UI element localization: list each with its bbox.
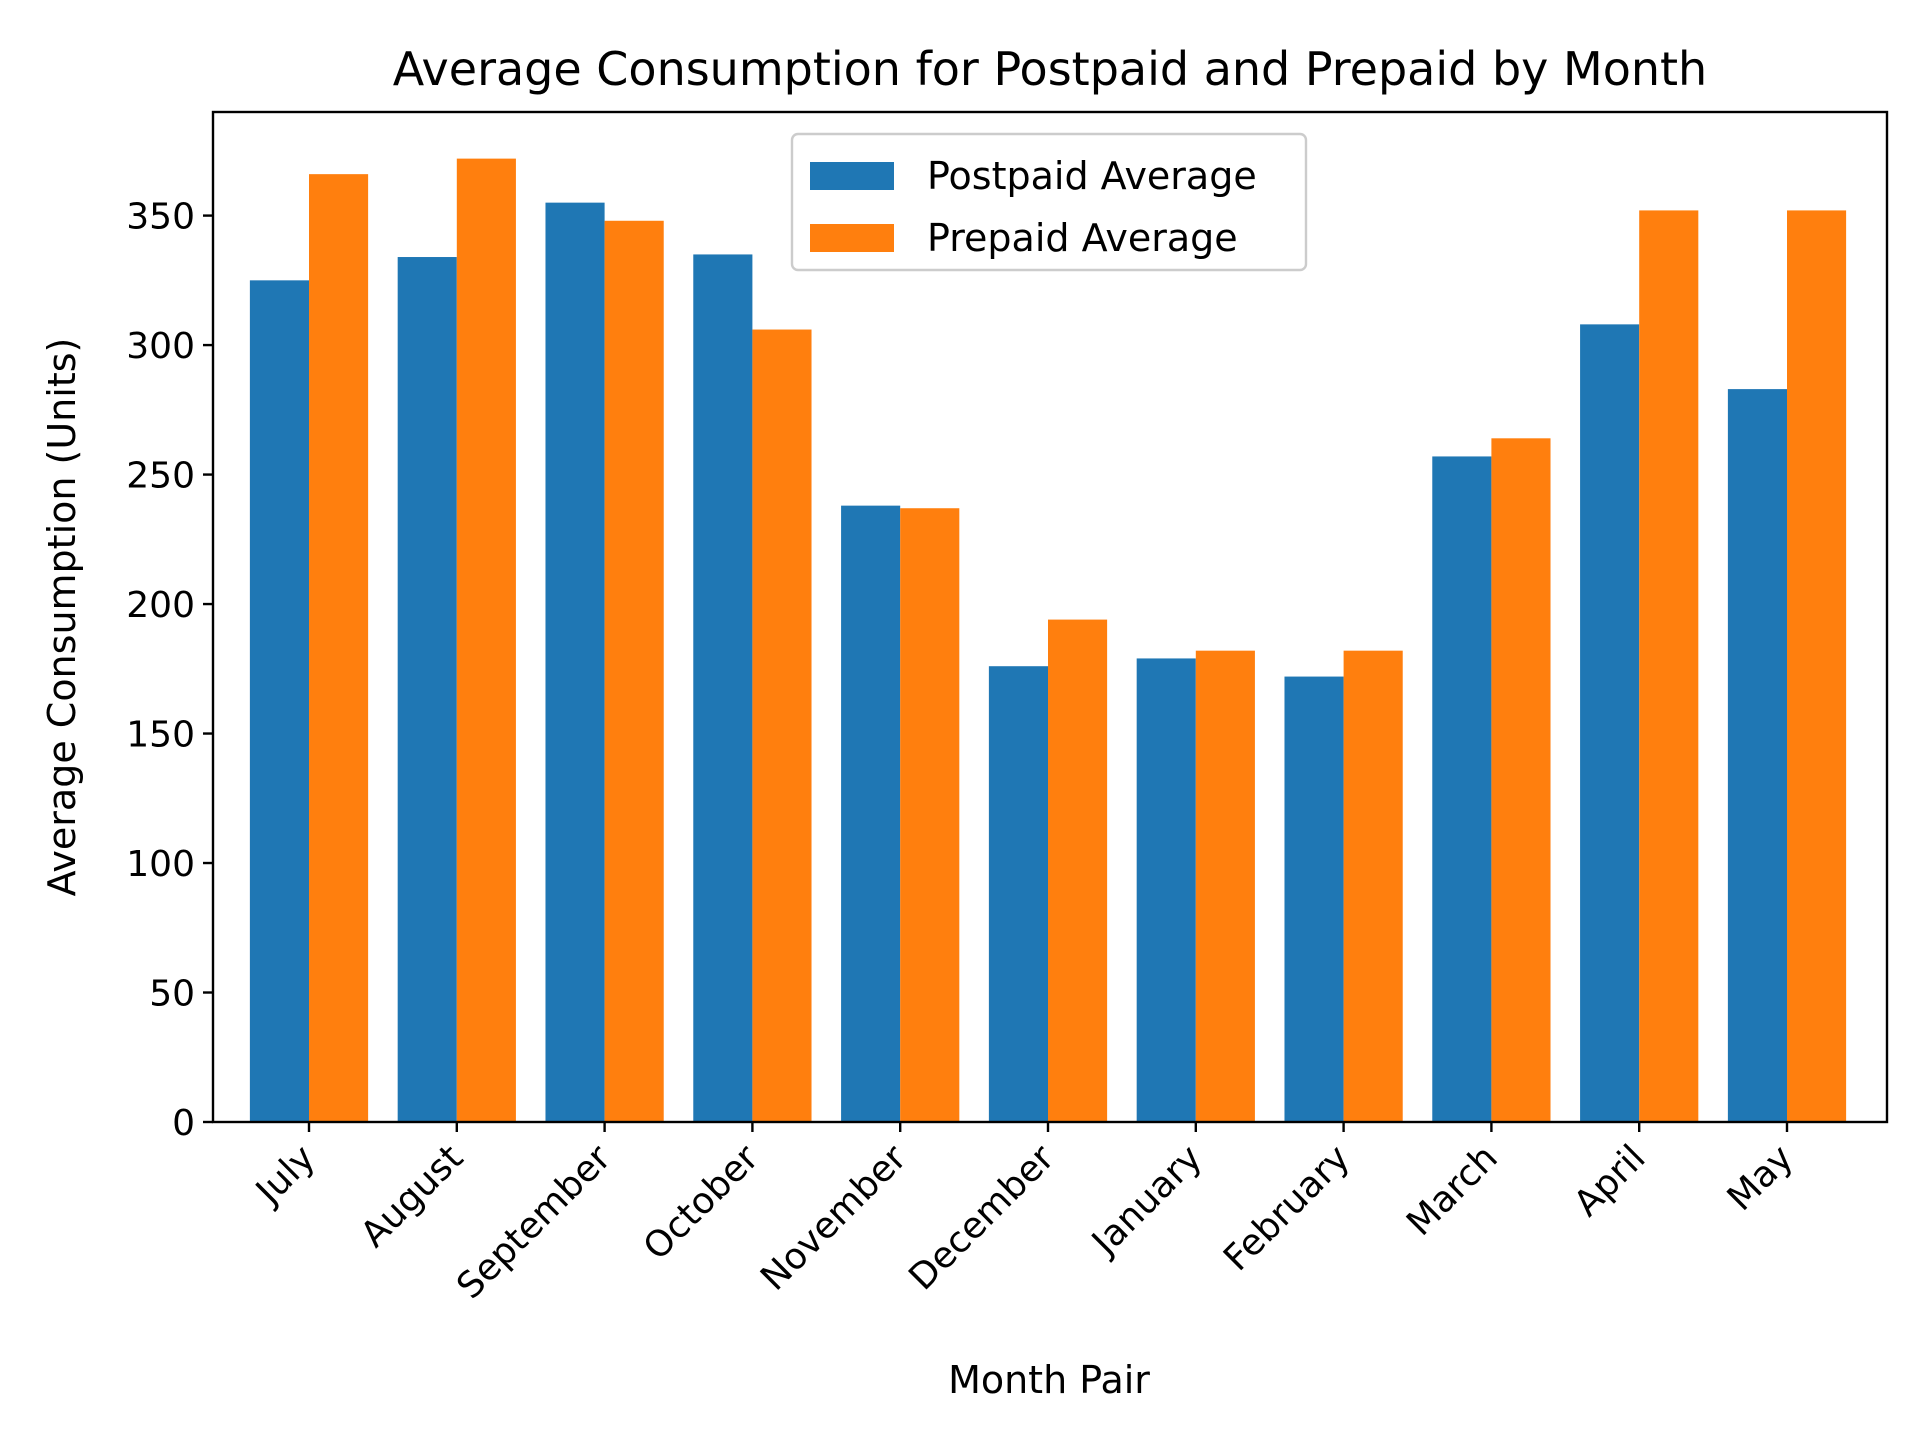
x-tick-label-july: July <box>247 1137 323 1213</box>
bar-prepaid-march <box>1491 438 1551 1122</box>
bar-postpaid-july <box>249 280 309 1122</box>
x-tick-label-january: January <box>1083 1137 1210 1264</box>
y-tick-label: 300 <box>126 326 195 367</box>
bar-prepaid-february <box>1343 650 1403 1122</box>
legend-swatch-postpaid <box>810 162 894 190</box>
bar-postpaid-september <box>545 202 605 1123</box>
bar-prepaid-july <box>309 174 369 1123</box>
bar-postpaid-december <box>988 666 1048 1122</box>
legend-label-postpaid: Postpaid Average <box>927 154 1257 198</box>
legend-swatch-prepaid <box>810 224 894 252</box>
bar-postpaid-april <box>1580 324 1640 1122</box>
bar-prepaid-april <box>1639 210 1699 1122</box>
y-tick-label: 0 <box>172 1103 195 1144</box>
y-tick-label: 150 <box>126 715 195 756</box>
bar-postpaid-october <box>693 254 753 1122</box>
x-tick-label-april: April <box>1566 1137 1653 1224</box>
x-tick-label-march: March <box>1399 1137 1506 1244</box>
y-tick-label: 100 <box>126 844 195 885</box>
x-tick-label-february: February <box>1216 1137 1358 1279</box>
bar-prepaid-september <box>604 220 664 1122</box>
bar-prepaid-december <box>1048 619 1108 1122</box>
bar-prepaid-august <box>456 158 516 1123</box>
y-tick-label: 250 <box>126 456 195 497</box>
legend-box <box>790 132 1308 272</box>
x-tick-label-october: October <box>636 1137 767 1268</box>
y-axis-label: Average Consumption (Units) <box>40 338 84 897</box>
x-tick-label-august: August <box>353 1137 471 1255</box>
bar-postpaid-august <box>397 257 457 1122</box>
chart-title: Average Consumption for Postpaid and Pre… <box>393 42 1707 96</box>
x-tick-label-september: September <box>449 1137 619 1307</box>
x-tick-label-december: December <box>901 1137 1062 1298</box>
x-axis-label: Month Pair <box>948 1358 1150 1402</box>
bar-prepaid-may <box>1787 210 1847 1122</box>
x-tick-label-november: November <box>753 1137 915 1299</box>
bar-postpaid-november <box>841 505 901 1123</box>
bar-postpaid-may <box>1727 389 1787 1123</box>
bar-postpaid-march <box>1432 456 1492 1122</box>
bar-prepaid-october <box>752 329 812 1122</box>
bar-prepaid-january <box>1195 650 1255 1122</box>
y-tick-label: 350 <box>126 197 195 238</box>
y-tick-label: 50 <box>149 974 195 1015</box>
bar-postpaid-january <box>1136 658 1196 1122</box>
legend-label-prepaid: Prepaid Average <box>927 216 1238 260</box>
x-tick-label-may: May <box>1720 1137 1802 1219</box>
bars-group <box>249 158 1847 1123</box>
y-axis: 0 50 100 150 200 250 300 350 <box>126 197 213 1144</box>
bar-postpaid-february <box>1284 676 1344 1122</box>
y-tick-label: 200 <box>126 585 195 626</box>
plot-frame <box>211 110 1889 1124</box>
bar-prepaid-november <box>900 508 960 1122</box>
legend: Postpaid Average Prepaid Average <box>790 132 1308 272</box>
